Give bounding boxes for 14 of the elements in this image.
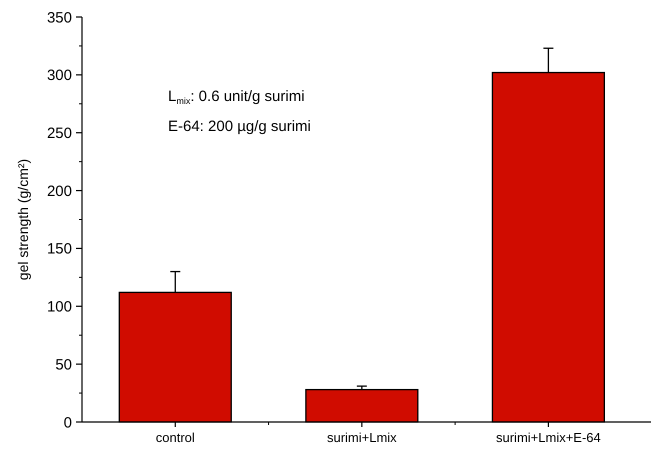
x-tick-label: surimi+Lmix — [326, 430, 398, 445]
y-tick-label: 300 — [46, 67, 72, 84]
x-tick-label: control — [156, 430, 195, 445]
y-tick-label: 50 — [55, 356, 72, 374]
y-tick-label: 0 — [64, 414, 72, 432]
annotation: E-64: 200 µg/g surimi — [168, 118, 311, 135]
y-axis-title: gel strength (g/cm²) — [15, 158, 31, 280]
annotation: L$_{mix}$: 0.6 unit/g surimi — [168, 88, 305, 106]
y-tick-label: 350 — [46, 9, 72, 26]
y-tick-label: 250 — [46, 124, 72, 142]
y-tick-label: 100 — [46, 298, 72, 316]
y-tick-label: 150 — [46, 240, 72, 258]
x-tick-label: surimi+Lmix+E-64 — [496, 430, 601, 445]
y-tick-label: 200 — [46, 182, 72, 200]
